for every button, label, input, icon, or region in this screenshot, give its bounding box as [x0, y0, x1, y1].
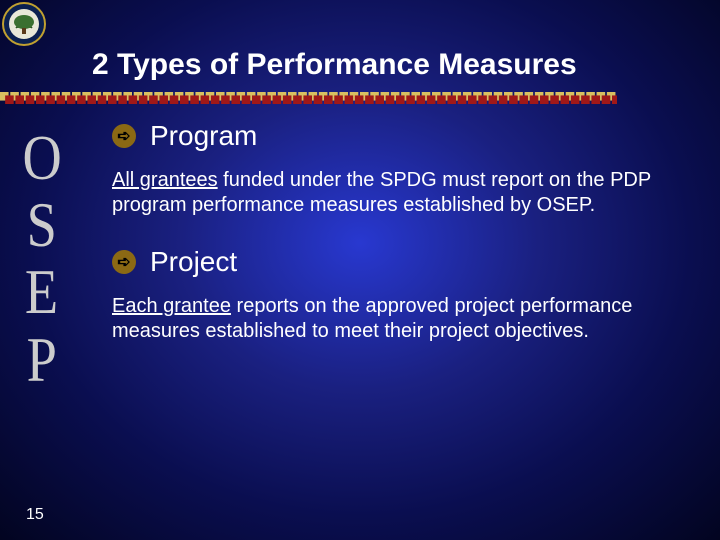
arrow-bullet-icon [112, 250, 136, 274]
underlined-phrase: All grantees [112, 169, 218, 191]
underlined-phrase: Each grantee [112, 295, 231, 317]
section-body: All grantees funded under the SPDG must … [112, 168, 700, 218]
osep-sidebar: O S E P [14, 106, 70, 540]
content-area: Program All grantees funded under the SP… [112, 120, 700, 372]
slide-title: 2 Types of Performance Measures [92, 48, 577, 82]
heading-text: Program [150, 120, 257, 152]
section-heading: Program [112, 120, 700, 152]
osep-letter: E [25, 258, 58, 325]
page-number: 15 [26, 506, 44, 524]
section-heading: Project [112, 246, 700, 278]
osep-letter: P [27, 326, 57, 393]
osep-letter: S [27, 191, 57, 258]
divider-dots [0, 92, 617, 104]
heading-text: Project [150, 246, 237, 278]
arrow-bullet-icon [112, 124, 136, 148]
section-body: Each grantee reports on the approved pro… [112, 294, 700, 344]
slide-logo [2, 2, 46, 46]
osep-letter: O [22, 124, 61, 191]
